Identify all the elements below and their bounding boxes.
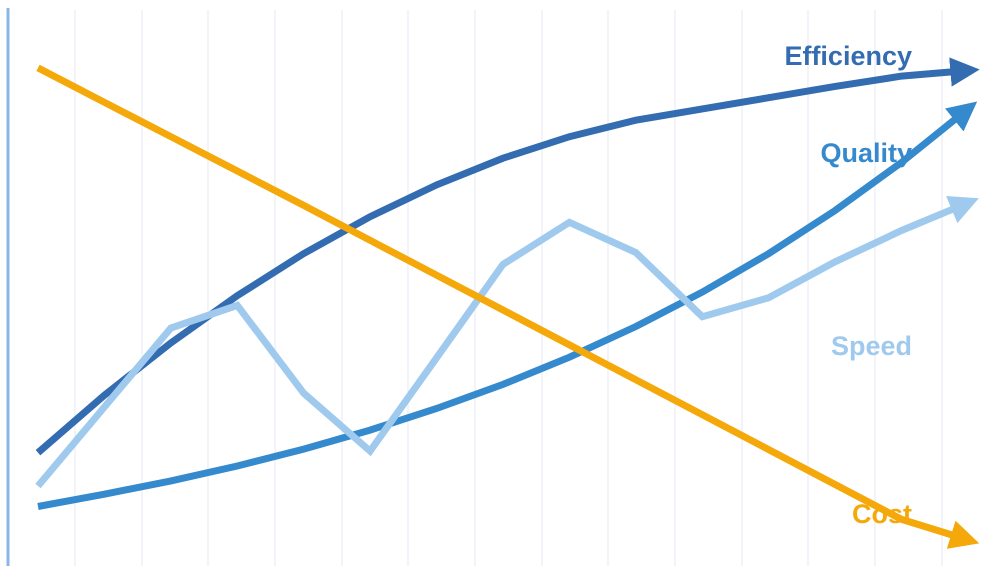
series-labels: Efficiency Quality Speed Cost bbox=[784, 41, 912, 529]
series-label-efficiency: Efficiency bbox=[784, 41, 912, 71]
series-line-efficiency bbox=[35, 57, 980, 456]
series-label-speed: Speed bbox=[831, 331, 912, 361]
series-label-cost: Cost bbox=[852, 499, 912, 529]
series-line-quality bbox=[37, 101, 978, 510]
series-lines bbox=[35, 57, 980, 549]
series-line-cost bbox=[36, 64, 980, 549]
series-label-quality: Quality bbox=[820, 138, 912, 168]
series-line-speed bbox=[35, 196, 979, 489]
